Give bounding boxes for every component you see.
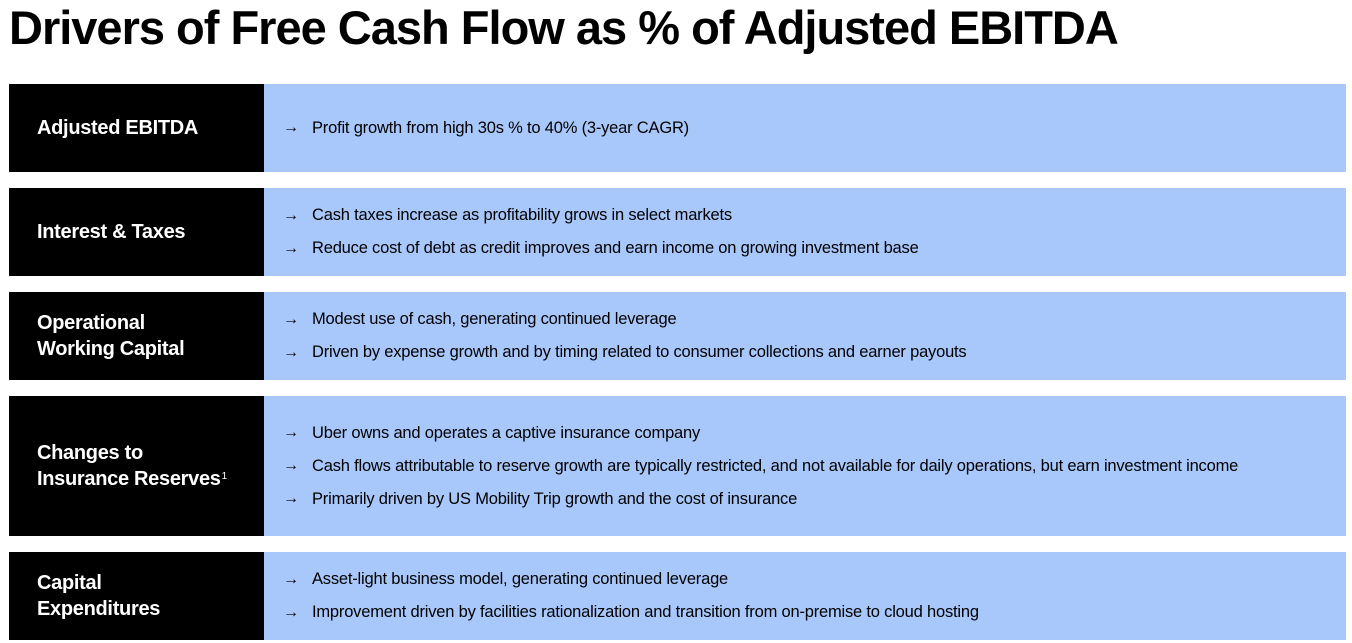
- arrow-right-icon: →: [283, 119, 299, 136]
- bullet-item: → Reduce cost of debt as credit improves…: [283, 232, 1346, 265]
- bullet-item: → Driven by expense growth and by timing…: [283, 336, 1346, 369]
- row-label-line2: Insurance Reserves: [37, 468, 221, 490]
- arrow-right-icon: →: [283, 206, 299, 224]
- row-content: → Profit growth from high 30s % to 40% (…: [264, 84, 1346, 172]
- bullet-text: Asset-light business model, generating c…: [312, 570, 729, 588]
- bullet-text: Improvement driven by facilities rationa…: [312, 603, 979, 621]
- driver-row-adjusted-ebitda: Adjusted EBITDA → Profit growth from hig…: [9, 84, 1346, 172]
- bullet-item: → Improvement driven by facilities ratio…: [283, 596, 1346, 629]
- bullet-text: Cash flows attributable to reserve growt…: [312, 456, 1239, 475]
- row-content: → Cash taxes increase as profitability g…: [264, 188, 1346, 276]
- arrow-right-icon: →: [283, 343, 299, 361]
- bullet-text: Uber owns and operates a captive insuran…: [312, 423, 701, 442]
- bullet-text: Profit growth from high 30s % to 40% (3-…: [312, 118, 689, 137]
- arrow-right-icon: →: [283, 310, 299, 328]
- row-label-line2: Working Capital: [37, 338, 185, 360]
- row-label-line1: Operational: [37, 312, 145, 334]
- bullet-item: → Modest use of cash, generating continu…: [283, 303, 1346, 336]
- bullet-text: Cash taxes increase as profitability gro…: [312, 206, 732, 224]
- arrow-right-icon: →: [283, 603, 299, 621]
- row-content: → Uber owns and operates a captive insur…: [264, 396, 1346, 536]
- row-label: Adjusted EBITDA: [9, 84, 264, 172]
- footnote-marker: 1: [221, 471, 228, 482]
- arrow-right-icon: →: [283, 490, 299, 507]
- arrow-right-icon: →: [283, 424, 299, 441]
- row-label: Operational Working Capital: [9, 292, 264, 380]
- page-title: Drivers of Free Cash Flow as % of Adjust…: [9, 1, 1119, 54]
- bullet-item: → Cash taxes increase as profitability g…: [283, 199, 1346, 232]
- arrow-right-icon: →: [283, 239, 299, 257]
- row-label-text: Adjusted EBITDA: [37, 117, 199, 139]
- arrow-right-icon: →: [283, 570, 299, 588]
- row-label: Interest & Taxes: [9, 188, 264, 276]
- driver-row-insurance-reserves: Changes to Insurance Reserves1 → Uber ow…: [9, 396, 1346, 536]
- row-content: → Modest use of cash, generating continu…: [264, 292, 1346, 380]
- row-label-line2-wrap: Insurance Reserves1: [37, 466, 227, 492]
- bullet-item: → Asset-light business model, generating…: [283, 563, 1346, 596]
- bullet-item: → Profit growth from high 30s % to 40% (…: [283, 112, 1346, 145]
- bullet-text: Modest use of cash, generating continued…: [312, 310, 677, 328]
- bullet-text: Reduce cost of debt as credit improves a…: [312, 239, 919, 257]
- row-label-line1: Capital: [37, 572, 102, 594]
- arrow-right-icon: →: [283, 457, 299, 474]
- bullet-item: → Cash flows attributable to reserve gro…: [283, 450, 1346, 483]
- bullet-item: → Primarily driven by US Mobility Trip g…: [283, 483, 1346, 516]
- bullet-text: Primarily driven by US Mobility Trip gro…: [312, 489, 798, 508]
- driver-row-interest-taxes: Interest & Taxes → Cash taxes increase a…: [9, 188, 1346, 276]
- bullet-text: Driven by expense growth and by timing r…: [312, 343, 967, 361]
- row-content: → Asset-light business model, generating…: [264, 552, 1346, 640]
- driver-row-capital-expenditures: Capital Expenditures → Asset-light busin…: [9, 552, 1346, 640]
- row-label-line1: Changes to: [37, 442, 143, 464]
- row-label-line2: Expenditures: [37, 598, 161, 620]
- row-label: Capital Expenditures: [9, 552, 264, 640]
- bullet-item: → Uber owns and operates a captive insur…: [283, 417, 1346, 450]
- row-label-text: Interest & Taxes: [37, 221, 186, 243]
- driver-row-operational-working-capital: Operational Working Capital → Modest use…: [9, 292, 1346, 380]
- row-label: Changes to Insurance Reserves1: [9, 396, 264, 536]
